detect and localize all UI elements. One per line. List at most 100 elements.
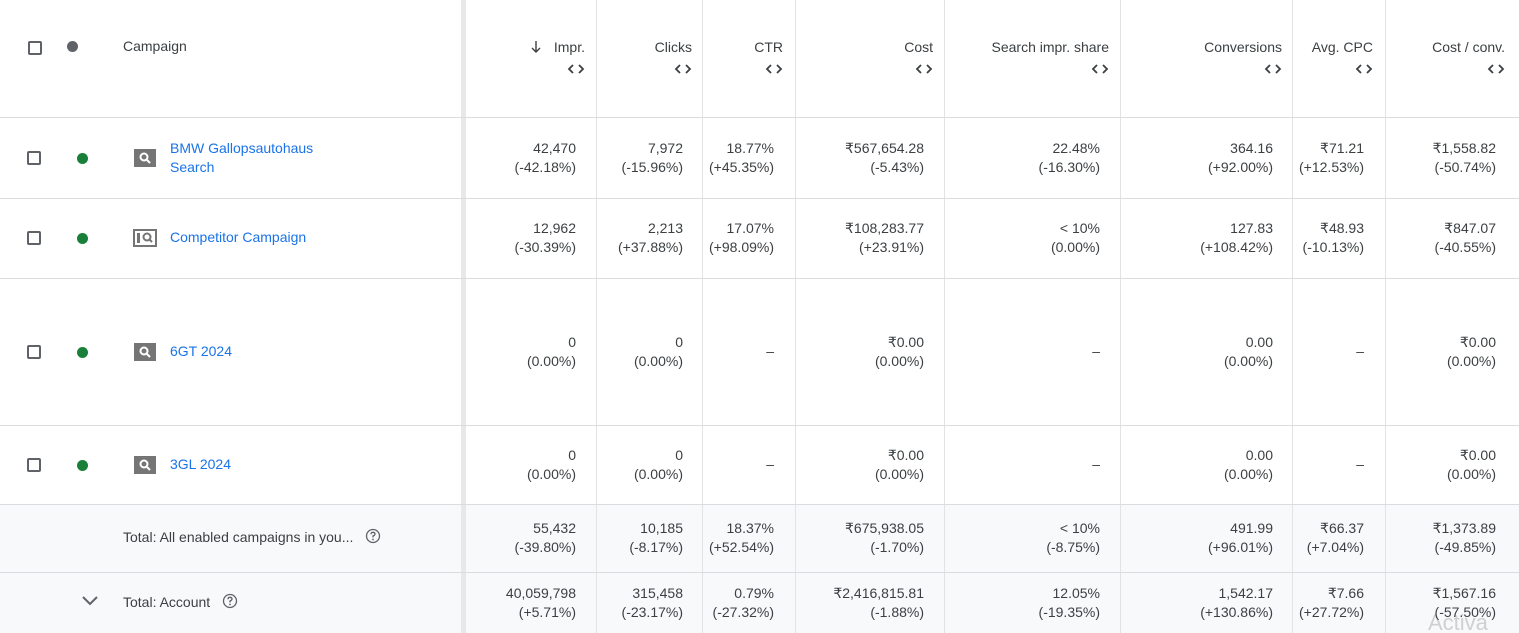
metric-change: (-57.50%) xyxy=(1434,603,1496,620)
metric-change: (-40.55%) xyxy=(1434,239,1496,255)
metric-change: (-1.70%) xyxy=(870,539,924,555)
metric-value: – xyxy=(766,342,774,359)
help-graphic xyxy=(366,528,381,544)
metric-value: ₹1,373.89 xyxy=(1432,520,1496,536)
column-header[interactable]: Clicks xyxy=(654,39,692,55)
metric-change: (+12.53%) xyxy=(1299,158,1364,175)
metric-change: (+5.71%) xyxy=(518,603,576,620)
column-header[interactable]: Avg. CPC xyxy=(1311,39,1373,55)
metric-value: 0.79% xyxy=(734,584,774,601)
row-divider xyxy=(0,198,1519,199)
status-enabled xyxy=(77,152,88,164)
column-header[interactable]: Cost xyxy=(904,39,933,55)
totals-background xyxy=(0,504,1519,633)
chevron-graphic xyxy=(82,595,98,605)
metric-change: (+130.86%) xyxy=(1200,603,1273,620)
metric-value: 491.99 xyxy=(1230,520,1273,536)
column-divider xyxy=(1385,0,1386,633)
column-header[interactable]: Conversions xyxy=(1204,39,1282,55)
icon-graphic xyxy=(134,148,156,167)
row-checkbox[interactable] xyxy=(27,150,41,165)
metric-value: 7,972 xyxy=(647,139,683,156)
metric-value: ₹0.00 xyxy=(1459,333,1496,350)
metric-change: (-16.30%) xyxy=(1038,158,1100,175)
metric-value: – xyxy=(1092,342,1100,359)
sort-icon[interactable] xyxy=(914,62,934,74)
metric-change: (0.00%) xyxy=(526,352,576,369)
metric-value: 0.00 xyxy=(1245,446,1273,463)
row-checkbox[interactable] xyxy=(27,231,41,245)
status-enabled xyxy=(77,459,88,471)
metric-value: – xyxy=(1356,455,1364,472)
metric-change: (0.00%) xyxy=(526,465,576,482)
metric-change: (+96.01%) xyxy=(1208,539,1273,555)
icon-graphic xyxy=(134,455,156,474)
icon-graphic xyxy=(133,229,157,247)
metric-change: (-42.18%) xyxy=(514,158,576,175)
campaign-type-icon xyxy=(133,342,157,361)
campaign-type-icon xyxy=(133,148,157,167)
campaign-name-link[interactable]: 6GT 2024 xyxy=(170,342,233,359)
column-header[interactable]: Search impr. share xyxy=(991,39,1110,55)
sort-icon-graphic xyxy=(1091,64,1109,74)
column-header[interactable]: Campaign xyxy=(123,38,187,54)
metric-value: 0.00 xyxy=(1245,333,1273,350)
campaign-type-icon xyxy=(133,229,157,247)
metric-value: – xyxy=(1092,455,1100,472)
metric-value: ₹7.66 xyxy=(1327,584,1364,601)
expand-chevron[interactable] xyxy=(80,594,100,608)
metric-value: 12.05% xyxy=(1052,584,1100,601)
metric-value: 1,542.17 xyxy=(1218,584,1274,601)
metric-value: 0 xyxy=(675,446,683,463)
status-header-icon xyxy=(67,41,78,52)
sort-icon[interactable] xyxy=(1354,62,1374,74)
total-label: Total: All enabled campaigns in you... xyxy=(123,529,354,545)
row-checkbox[interactable] xyxy=(27,344,41,359)
metric-change: (+23.91%) xyxy=(859,239,924,255)
sort-icon[interactable] xyxy=(1090,62,1110,74)
row-divider xyxy=(0,278,1519,279)
help-icon[interactable] xyxy=(222,593,238,609)
select-all-checkbox[interactable] xyxy=(28,41,42,55)
status-enabled xyxy=(77,346,88,358)
metric-change: (+52.54%) xyxy=(709,539,774,555)
sort-icon[interactable] xyxy=(1263,62,1283,74)
campaign-name-link[interactable]: BMW Gallopsautohaus Search xyxy=(170,139,314,175)
column-header[interactable]: CTR xyxy=(754,39,783,55)
metric-change: (0.00%) xyxy=(1446,352,1496,369)
column-header[interactable]: Impr. xyxy=(553,39,585,55)
metric-value: ₹71.21 xyxy=(1320,139,1364,156)
metric-value: – xyxy=(766,455,774,472)
row-divider xyxy=(0,425,1519,426)
metric-change: (-5.43%) xyxy=(870,158,924,175)
help-icon[interactable] xyxy=(365,528,381,544)
metric-value: 0 xyxy=(568,333,576,350)
metric-change: (+108.42%) xyxy=(1200,239,1273,255)
sort-icon-graphic xyxy=(1487,64,1505,74)
sort-direction-icon xyxy=(530,39,542,55)
arrow-graphic xyxy=(531,41,541,53)
campaign-name-link[interactable]: Competitor Campaign xyxy=(170,229,307,245)
metric-change: (0.00%) xyxy=(633,465,683,482)
metric-change: (-19.35%) xyxy=(1038,603,1100,620)
metric-value: – xyxy=(1356,342,1364,359)
metric-value: 0 xyxy=(675,333,683,350)
campaign-type-icon xyxy=(133,455,157,474)
sort-icon[interactable] xyxy=(566,62,586,74)
frozen-divider xyxy=(461,0,466,633)
metric-change: (+27.72%) xyxy=(1299,603,1364,620)
watermark: Activa xyxy=(1428,610,1488,633)
sort-icon-graphic xyxy=(765,64,783,74)
sort-icon[interactable] xyxy=(1486,62,1506,74)
row-checkbox[interactable] xyxy=(27,457,41,472)
metric-value: 18.77% xyxy=(726,139,774,156)
campaign-name-link[interactable]: 3GL 2024 xyxy=(170,455,231,472)
metric-change: (+92.00%) xyxy=(1208,158,1273,175)
column-header[interactable]: Cost / conv. xyxy=(1432,39,1505,55)
sort-icon[interactable] xyxy=(764,62,784,74)
metric-change: (0.00%) xyxy=(1223,352,1273,369)
metric-change: (0.00%) xyxy=(1223,465,1273,482)
metric-value: ₹0.00 xyxy=(887,446,924,463)
sort-icon[interactable] xyxy=(673,62,693,74)
metric-change: (+37.88%) xyxy=(618,239,683,255)
